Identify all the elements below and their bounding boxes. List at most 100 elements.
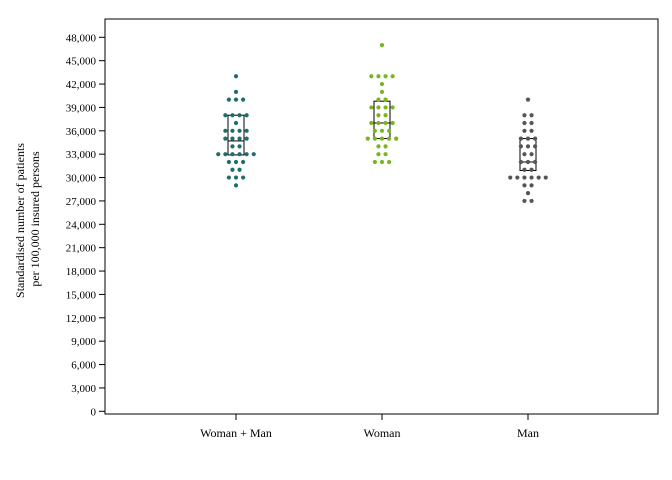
data-point	[383, 97, 388, 102]
data-point	[365, 136, 370, 141]
y-tick-label: 36,000	[66, 126, 97, 138]
data-point	[394, 136, 399, 141]
data-point	[376, 105, 381, 110]
data-point	[244, 113, 249, 118]
data-point	[244, 128, 249, 133]
data-point	[522, 167, 527, 172]
data-point	[241, 175, 246, 180]
data-point	[529, 183, 534, 188]
data-point	[529, 152, 534, 157]
data-point	[383, 144, 388, 149]
data-point	[536, 175, 541, 180]
data-point	[376, 144, 381, 149]
data-point	[515, 175, 520, 180]
data-point	[233, 97, 239, 102]
data-point	[525, 144, 531, 149]
data-point	[390, 74, 395, 79]
y-tick-label: 42,000	[66, 79, 97, 91]
data-point	[230, 144, 235, 149]
data-point	[525, 159, 531, 165]
data-point	[244, 136, 249, 141]
data-point	[233, 89, 239, 94]
data-point	[237, 167, 242, 172]
data-point	[379, 136, 385, 141]
data-point	[525, 191, 531, 196]
data-point	[244, 152, 249, 157]
data-point	[529, 175, 534, 180]
y-tick-label: 3,000	[71, 383, 96, 395]
data-point	[237, 152, 242, 157]
data-point	[529, 128, 534, 133]
data-point	[216, 152, 221, 157]
y-axis: 0 3,000 6,000 9,000 12,000 15,000 18,000 21,000…	[66, 32, 105, 418]
data-point	[522, 113, 527, 118]
y-tick-label: 33,000	[66, 149, 97, 161]
x-tick-label: Woman + Man	[200, 426, 272, 440]
data-point	[376, 97, 381, 102]
data-point	[522, 152, 527, 157]
data-point	[379, 128, 385, 133]
y-tick-label: 9,000	[71, 336, 96, 348]
data-point	[387, 128, 392, 133]
data-point	[230, 152, 235, 157]
data-point	[223, 152, 228, 157]
data-point	[518, 144, 524, 149]
data-point	[223, 136, 228, 141]
y-tick-label: 6,000	[71, 360, 96, 372]
y-tick-label: 21,000	[66, 243, 97, 255]
data-point	[529, 198, 534, 204]
y-tick-label: 39,000	[66, 102, 97, 114]
y-tick-label: 45,000	[66, 56, 97, 68]
data-point	[522, 183, 527, 188]
data-point	[376, 152, 381, 157]
data-point	[533, 144, 538, 149]
data-point	[230, 136, 235, 141]
data-point	[518, 136, 524, 141]
data-point	[533, 159, 538, 165]
data-point	[379, 42, 385, 48]
data-point	[522, 175, 527, 180]
data-point	[233, 159, 239, 165]
data-point	[383, 120, 388, 126]
data-point	[376, 113, 381, 118]
y-axis-title-line-2: per 100,000 insured persons	[28, 151, 42, 287]
data-point	[522, 120, 527, 126]
data-point	[529, 113, 534, 118]
data-point	[233, 120, 239, 126]
data-point	[237, 136, 242, 141]
data-point	[522, 198, 527, 204]
y-tick-label: 30,000	[66, 173, 97, 185]
data-point	[241, 97, 246, 102]
data-point	[237, 113, 242, 118]
data-point	[383, 105, 388, 110]
data-point	[525, 97, 531, 102]
data-point	[383, 113, 388, 118]
data-point	[372, 136, 377, 141]
data-point	[233, 183, 239, 188]
data-point	[223, 113, 228, 118]
data-point	[223, 128, 228, 133]
data-point	[237, 144, 242, 149]
y-axis-title-line-1: Standardised number of patients	[13, 143, 27, 298]
x-tick-label: Man	[517, 426, 539, 440]
data-point	[376, 120, 381, 126]
data-point	[529, 120, 534, 126]
y-tick-label: 48,000	[66, 32, 97, 44]
y-tick-label: 27,000	[66, 196, 97, 208]
x-axis: Woman + Man Woman Man	[200, 414, 539, 440]
data-point	[379, 159, 385, 165]
data-point	[230, 113, 235, 118]
data-point	[230, 128, 235, 133]
data-point	[369, 105, 374, 110]
data-point	[390, 105, 395, 110]
y-tick-label: 24,000	[66, 219, 97, 231]
y-tick-label: 0	[91, 406, 97, 418]
data-point	[383, 74, 388, 79]
data-point	[383, 152, 388, 157]
data-point	[529, 167, 534, 172]
y-tick-label: 15,000	[66, 289, 97, 301]
data-point	[251, 152, 256, 157]
data-point	[372, 128, 377, 133]
data-point	[390, 120, 395, 126]
